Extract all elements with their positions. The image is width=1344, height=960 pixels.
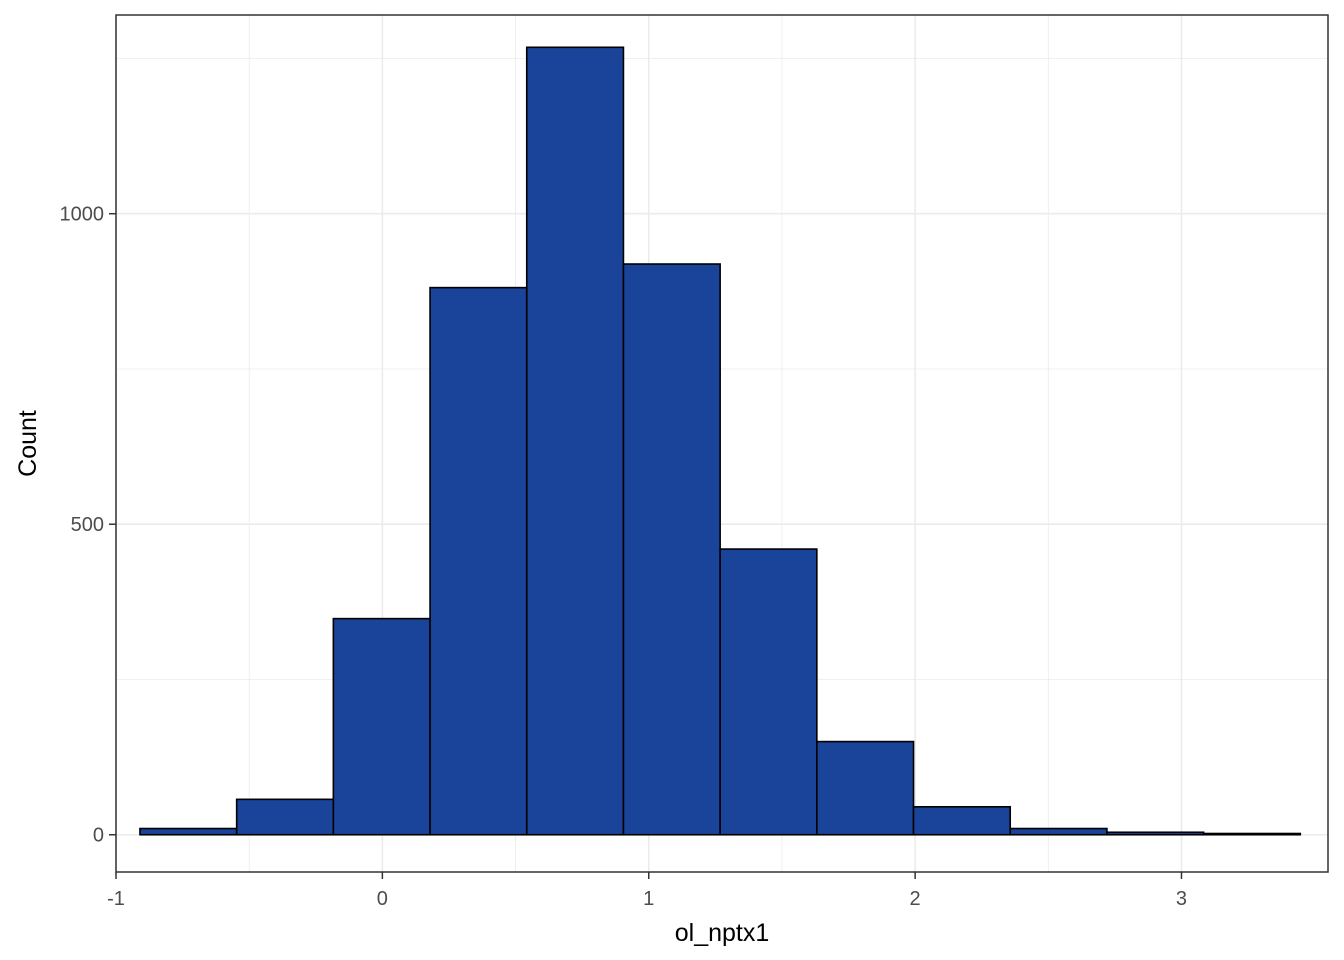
x-tick-label: -1 — [107, 888, 125, 910]
histogram-bars — [139, 46, 1302, 836]
histogram-bar — [429, 286, 528, 836]
tick-labels: -1 0 1 2 3 0 500 1000 — [60, 204, 1188, 910]
y-axis-title: Count — [14, 410, 42, 477]
histogram-bar — [912, 805, 1012, 836]
histogram-bar — [1009, 827, 1108, 836]
x-tick-label: 0 — [377, 888, 388, 910]
panel-border — [115, 14, 1329, 873]
x-tick-label: 1 — [643, 888, 654, 910]
histogram-bar — [816, 740, 915, 836]
histogram-bar — [525, 46, 625, 836]
histogram-bar — [235, 798, 335, 836]
histogram-bar — [622, 263, 721, 836]
histogram-bar — [139, 827, 238, 836]
histogram-bar — [719, 548, 818, 836]
axis-ticks — [109, 212, 1183, 879]
histogram-bar — [1202, 832, 1302, 836]
y-tick-label: 500 — [71, 514, 104, 536]
x-tick-label: 2 — [910, 888, 921, 910]
x-axis-title: ol_nptx1 — [675, 919, 770, 947]
histogram-bar — [332, 617, 431, 836]
x-tick-label: 3 — [1176, 888, 1187, 910]
y-tick-label: 1000 — [60, 204, 105, 226]
y-tick-label: 0 — [93, 825, 104, 847]
histogram-bar — [1106, 831, 1205, 836]
